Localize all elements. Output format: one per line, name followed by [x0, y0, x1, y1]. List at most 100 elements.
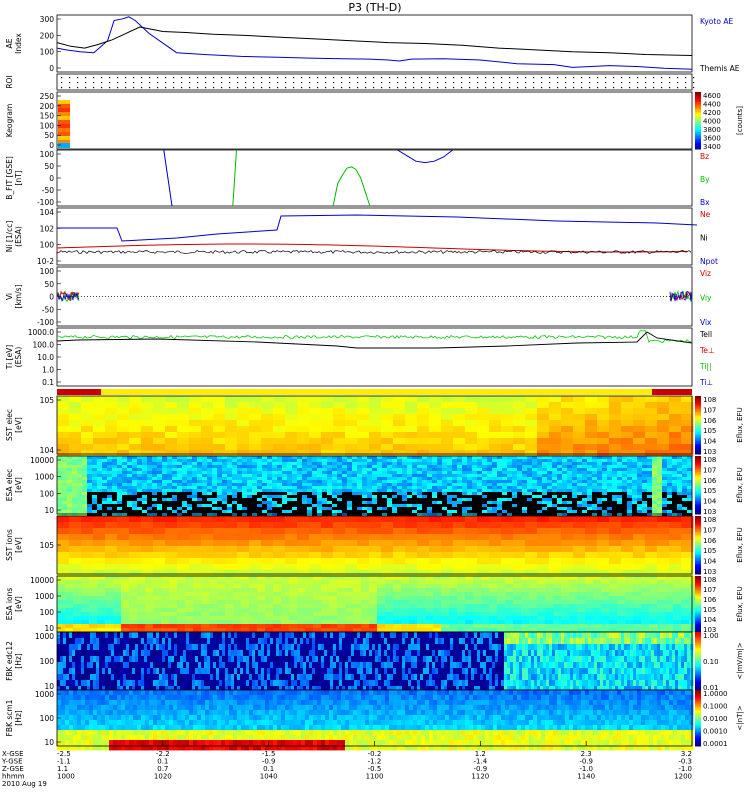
esa_e-cell	[387, 477, 393, 481]
esa_e-cell	[417, 498, 423, 502]
esa_i-cell	[137, 608, 146, 613]
esa_e-cell	[202, 504, 208, 508]
esa_e-cell	[222, 495, 228, 499]
esa_e-cell	[452, 513, 458, 517]
esa_i-cell	[265, 592, 274, 597]
sst_e-cell	[681, 408, 694, 415]
esa_i-cell	[473, 616, 482, 621]
sst_e-cell	[597, 444, 610, 451]
esa_e-cell	[357, 486, 363, 490]
roi-dot	[357, 82, 359, 84]
esa_e-cell	[102, 498, 108, 502]
esa_e-cell	[467, 513, 473, 517]
roi-dot	[77, 87, 79, 89]
esa_e-cell	[627, 471, 633, 475]
esa_i-cell	[457, 588, 466, 593]
sst_i-cell	[333, 546, 346, 553]
roi-dot	[437, 77, 439, 79]
esa_e-cell	[652, 513, 658, 517]
roi-dot	[613, 77, 615, 79]
esa_e-cell	[347, 459, 353, 463]
esa_i-cell	[73, 604, 82, 609]
esa_e-cell	[267, 474, 273, 478]
sst_e-cell	[657, 408, 670, 415]
esa_i-cell	[681, 620, 690, 625]
esa_i-cell	[553, 588, 562, 593]
esa_e-cell	[482, 513, 488, 517]
sst_e-cell	[513, 444, 526, 451]
keogram-colorbar-cell	[695, 96, 701, 99]
esa_e-cell	[512, 474, 518, 478]
sst_i-cell	[273, 570, 286, 577]
esa_e-cell	[602, 480, 608, 484]
esa_i-cell	[257, 604, 266, 609]
esa_i-cell	[633, 596, 642, 601]
esa_e-cell	[252, 492, 258, 496]
esa_i-cell	[625, 604, 634, 609]
esa_i-cell	[657, 612, 666, 617]
esa_e-cell	[177, 495, 183, 499]
esa_e-cell	[102, 495, 108, 499]
esa_i-cell	[465, 588, 474, 593]
esa_e-cell	[557, 468, 563, 472]
esa_i-cell	[73, 576, 82, 581]
roi-dot	[461, 82, 463, 84]
esa_e-cell	[377, 507, 383, 511]
sst_i-cell	[441, 564, 454, 571]
esa_e-cell	[322, 462, 328, 466]
sst_i-cell	[681, 570, 694, 577]
sst_i-cell	[573, 516, 586, 523]
esa_e-cell	[227, 507, 233, 511]
roi-dot	[141, 82, 143, 84]
esa_e-cell	[302, 507, 308, 511]
esa_e-cell	[122, 495, 128, 499]
esa_e-cell	[312, 456, 318, 460]
sst_i-cell	[105, 570, 118, 577]
esa_e-cell	[202, 462, 208, 466]
sst_e-cell	[273, 420, 286, 427]
esa_i-cell	[689, 620, 698, 625]
esa_e-cell	[192, 507, 198, 511]
esa_i-cell	[153, 596, 162, 601]
esa_e-cell	[237, 477, 243, 481]
esa_e-cell	[212, 456, 218, 460]
sst_i-cell	[501, 522, 514, 529]
keogram-cell	[58, 132, 70, 136]
esa_i-cell	[497, 588, 506, 593]
esa_i-cell	[561, 592, 570, 597]
sst_i-cell	[93, 570, 106, 577]
sst_e-cell	[81, 432, 94, 439]
esa_i-cell	[601, 596, 610, 601]
esa_e-cell	[307, 483, 313, 487]
esa_i-cell	[425, 620, 434, 625]
esa_e-cell	[192, 483, 198, 487]
esa_e-cell	[372, 486, 378, 490]
sst_i-cell	[429, 570, 442, 577]
esa_e-cell	[402, 474, 408, 478]
sst_i-cell	[177, 558, 190, 565]
esa_e-cell	[242, 498, 248, 502]
esa_e-cell	[87, 480, 93, 484]
sst_e-cell	[405, 444, 418, 451]
esa_e-cell	[347, 486, 353, 490]
esa_e-cell	[582, 498, 588, 502]
esa_e-cell	[392, 459, 398, 463]
sst_e-cell	[645, 396, 658, 403]
esa_i-cell	[521, 604, 530, 609]
esa_e-cell	[342, 492, 348, 496]
esa_e-cell	[157, 471, 163, 475]
esa_e-cell	[92, 504, 98, 508]
esa_i-cell	[633, 576, 642, 581]
esa_i-cell	[257, 576, 266, 581]
esa_e-cell	[242, 477, 248, 481]
roi-dot	[141, 87, 143, 89]
sst_e-cell	[513, 420, 526, 427]
esa_e-cell	[497, 477, 503, 481]
esa_e-cell	[627, 468, 633, 472]
sst_i-cell	[633, 546, 646, 553]
roi-dot	[325, 87, 327, 89]
esa_e-cell	[127, 504, 133, 508]
sst_i-cell	[189, 564, 202, 571]
esa_e-cell	[322, 489, 328, 493]
esa_i-cell	[73, 620, 82, 625]
